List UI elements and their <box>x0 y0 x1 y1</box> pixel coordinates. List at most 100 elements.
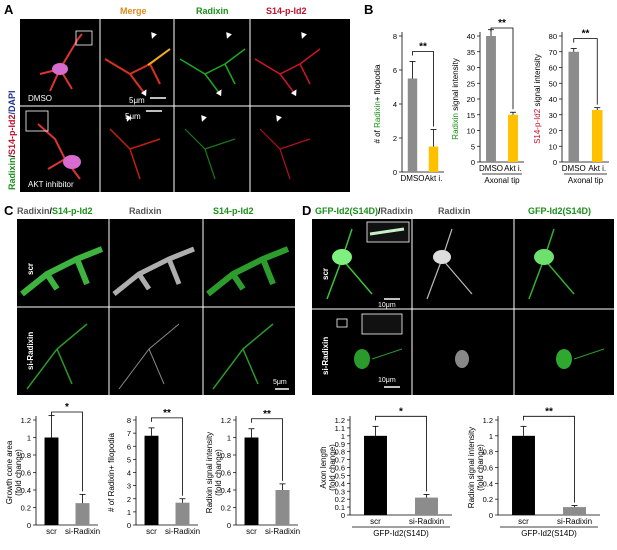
chart-sig-bracket <box>375 415 427 492</box>
chart-ytick-label: 30 <box>467 64 475 73</box>
chart-sig-bracket <box>573 38 598 105</box>
chart-ytick-label: 10 <box>549 142 557 151</box>
chart-c3: Radixin signal intensity (fold change) 0 0.… <box>204 398 304 545</box>
chart-ytick-label: 0.1 <box>335 503 345 512</box>
chart-category-label: DMSO <box>401 174 425 183</box>
chart-ytick-label: 0.2 <box>483 495 493 504</box>
panel-d-micrographs <box>312 219 614 395</box>
chart-sig-label: * <box>65 402 69 413</box>
d-title-gfp: GFP-Id2(S14D) <box>315 206 379 216</box>
chart-ytick-label: 0.4 <box>21 486 31 495</box>
chart-ytick-label: 1 <box>27 434 31 443</box>
chart-ytick-label: 20 <box>549 127 557 136</box>
chart-ylabel-part: signal intensity <box>451 58 460 113</box>
chart-ytick-label: 0.8 <box>483 448 493 457</box>
chart-ytick-label: 5 <box>471 142 475 151</box>
chart-category-label: si-Radixin <box>409 517 444 526</box>
row-label-akt-inhibitor: AKT inhibitor <box>28 180 74 189</box>
chart-sig-bracket <box>251 418 283 481</box>
chart-bar <box>591 110 603 162</box>
chart-ytick-label: 1.2 <box>21 416 31 425</box>
chart-ytick-label: 50 <box>549 79 557 88</box>
chart-ytick-label: 0 <box>341 511 345 520</box>
d-scale-label-1: 10μm <box>378 302 396 309</box>
chart-ylabel-part: Radixin <box>373 101 382 128</box>
chart-svg-C2: # of Radixin+ filopodia 0 1 2 3 4 5 6 7 8 scr si-Ra… <box>107 408 200 536</box>
panel-c-images <box>17 219 295 395</box>
d-col-gfp: GFP-Id2(S14D) <box>528 206 592 216</box>
chart-ytick-label: 1 <box>489 432 493 441</box>
chart-sig-bracket <box>523 415 575 503</box>
d-row-label-scr: scr <box>315 268 333 280</box>
chart-ylabel-part: # of <box>373 128 382 144</box>
chart-svg-B1: # of Radixin+ filopodia 0 2 4 6 8 DMSO Akt i. ** <box>373 32 444 183</box>
chart-ytick-label: 4 <box>393 100 397 109</box>
panel-letter-d: D <box>302 203 312 218</box>
side-label-slash: / <box>7 154 17 158</box>
chart-sig-bracket <box>412 51 434 127</box>
d-row-label-si: si-Radixin <box>315 337 333 375</box>
col-title-merge: Merge <box>120 6 147 16</box>
side-label-dapi: /DAPI <box>7 90 17 115</box>
chart-ytick-label: 0.4 <box>335 479 345 488</box>
chart-bar <box>508 114 518 162</box>
chart-svg-B3: S14-p-Id2 signal intensity 0 10 20 30 40 50 60 7… <box>533 29 609 185</box>
chart-svg-D2: Radixin signal intensity (fold change) 0 0.… <box>467 406 600 538</box>
chart-ytick-label: 1 <box>341 432 345 441</box>
c-title-pid2: S14-p-Id2 <box>52 206 93 216</box>
chart-ytick-label: 0.4 <box>221 486 231 495</box>
chart-bar <box>275 490 290 525</box>
chart-category-label: Akt i. <box>425 174 443 183</box>
chart-ytick-label: 0.6 <box>221 469 231 478</box>
chart-category-label: scr <box>246 527 257 536</box>
chart-ytick-label: 1.2 <box>335 416 345 425</box>
chart-group-label: Axonal tip <box>568 176 604 185</box>
panel-letter-c: C <box>4 203 14 218</box>
chart-category-label: scr <box>518 517 529 526</box>
chart-group-label: GFP-Id2(S14D) <box>373 529 429 538</box>
d-row2-text: si-Radixin <box>321 336 330 375</box>
chart-category-label: si-Radixin <box>557 517 592 526</box>
chart-category-label: scr <box>146 527 157 536</box>
chart-ytick-label: 0 <box>27 521 31 530</box>
c-row-label-scr: scr <box>20 263 38 275</box>
chart-ytick-label: 0 <box>227 521 231 530</box>
chart-d2: Radixin signal intensity (fold change) 0 0.… <box>466 398 606 545</box>
col-title-pid2: S14-p-Id2 <box>266 6 307 16</box>
chart-ytick-label: 35 <box>467 48 475 57</box>
chart-ytick-label: 20 <box>467 95 475 104</box>
chart-ytick-label: 0.7 <box>335 456 345 465</box>
chart-sig-bracket <box>151 417 183 496</box>
chart-bar <box>75 503 90 525</box>
panel-d-title: GFP-Id2(S14D)/Radixin <box>315 206 413 216</box>
chart-category-label: Akt i. <box>504 164 522 173</box>
chart-ylabel-line: (fold change) <box>14 449 23 496</box>
panel-a-side-label: Radixin/S14-p-Id2/DAPI <box>7 90 17 190</box>
chart-ylabel-line: Radixin signal intensity <box>467 427 476 508</box>
chart-ytick-label: 0.4 <box>483 479 493 488</box>
chart-b1: # of Radixin+ filopodia 0 2 4 6 8 DMSO Akt i. ** <box>370 14 450 192</box>
chart-ytick-label: 2 <box>127 495 131 504</box>
chart-svg-B2: Radixin signal intensity 0 5 10 15 20 25 30 35 40… <box>451 18 524 185</box>
chart-bar <box>486 36 496 162</box>
col-title-radixin: Radixin <box>196 6 229 16</box>
chart-category-label: scr <box>46 527 57 536</box>
chart-ytick-label: 1.2 <box>483 416 493 425</box>
chart-ytick-label: 0.2 <box>21 504 31 513</box>
c-title-slash: / <box>49 206 53 216</box>
chart-ylabel: Radixin signal intensity <box>451 58 460 139</box>
chart-b3: S14-p-Id2 signal intensity 0 10 20 30 40 50 60 7… <box>530 14 615 192</box>
chart-ytick-label: 70 <box>549 48 557 57</box>
chart-sig-label: ** <box>263 409 271 420</box>
chart-category-label: scr <box>370 517 381 526</box>
chart-ylabel: # of Radixin+ filopodia <box>373 64 382 144</box>
chart-group-label: GFP-Id2(S14D) <box>521 529 577 538</box>
side-label-radixin: Radixin <box>7 157 17 190</box>
panel-letter-a: A <box>4 2 14 17</box>
c-row-label-si: si-Radixin <box>20 332 38 370</box>
chart-ytick-label: 8 <box>393 32 397 41</box>
chart-ytick-label: 0 <box>127 521 131 530</box>
chart-c2: # of Radixin+ filopodia 0 1 2 3 4 5 6 7 8 scr si-Ra… <box>104 398 204 545</box>
chart-bar <box>563 507 586 515</box>
chart-category-label: si-Radixin <box>65 527 100 536</box>
